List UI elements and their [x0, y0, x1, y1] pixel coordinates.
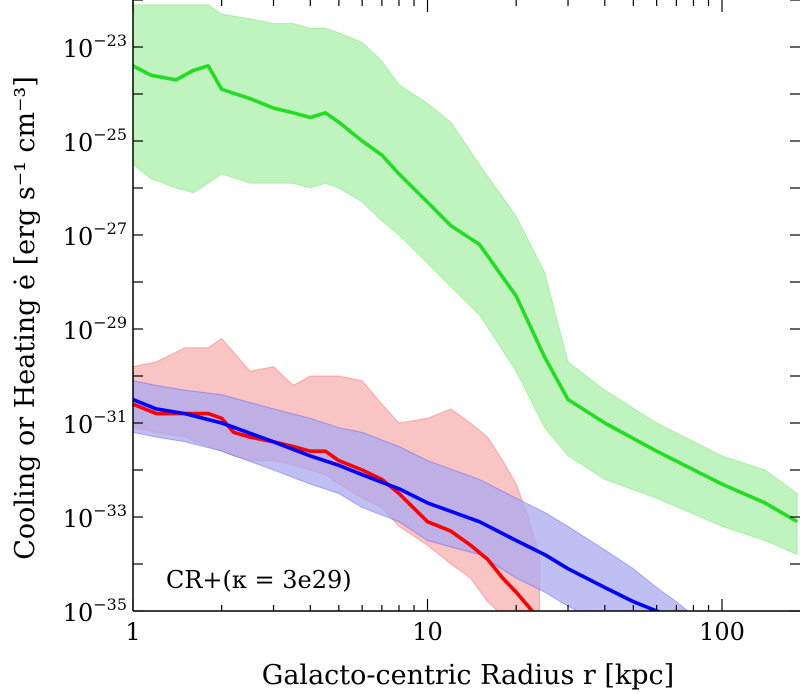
- x-tick-label: 1: [125, 618, 140, 646]
- y-axis-title: Cooling or Heating ė [erg s⁻¹ cm⁻³]: [10, 76, 41, 560]
- x-tick-labels: 1 10 100: [125, 618, 745, 646]
- y-tick-label: 10−35: [63, 595, 127, 627]
- y-tick-label: 10−33: [63, 501, 127, 533]
- x-tick-label: 100: [699, 618, 745, 646]
- line-blue: [133, 397, 661, 611]
- series-lines: [133, 64, 799, 611]
- annotation: CR+(κ = 3e29): [166, 566, 352, 594]
- line-green: [133, 64, 799, 524]
- y-tick-label: 10−27: [63, 219, 127, 251]
- y-tick-label: 10−25: [63, 125, 127, 157]
- band-green: [133, 4, 798, 556]
- x-tick-label: 10: [412, 618, 443, 646]
- y-tick-label: 10−29: [63, 313, 127, 345]
- line-red: [133, 402, 535, 611]
- y-tick-labels: 10−23 10−25 10−27 10−29 10−31 10−33 10−35: [63, 31, 127, 627]
- x-axis-title: Galacto-centric Radius r [kpc]: [262, 660, 674, 691]
- y-tick-label: 10−31: [63, 407, 127, 439]
- y-tick-label: 10−23: [63, 31, 127, 63]
- axis-ticks: [132, 0, 800, 612]
